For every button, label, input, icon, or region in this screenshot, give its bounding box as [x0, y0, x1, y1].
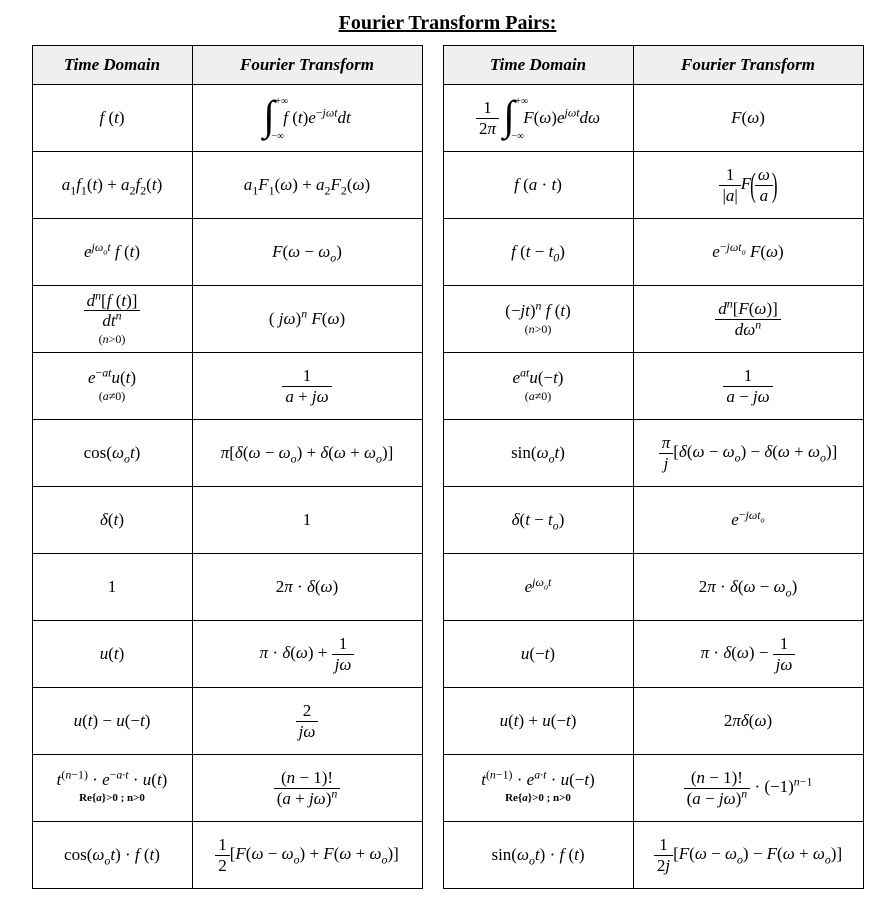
table-row: u(t) π · δ(ω) + 1jω: [32, 621, 422, 688]
cell-ft: a1F1(ω) + a2F2(ω): [192, 152, 422, 219]
cell-ft: e−jωto: [633, 487, 863, 554]
tables-wrap: Time Domain Fourier Transform f (t) +∞∫−…: [12, 45, 883, 889]
cell-time: f (t − t0): [443, 219, 633, 286]
cell-time: dn[f (t)]dtn (n>0): [32, 286, 192, 353]
table-row: cos(ωot) π[δ(ω − ωo) + δ(ω + ωo)]: [32, 420, 422, 487]
table-row: 1 2π · δ(ω): [32, 554, 422, 621]
cell-time: t(n−1) · ea·t · u(−t) Re{a}>0 ; n>0: [443, 755, 633, 822]
cell-ft: e−jωto F(ω): [633, 219, 863, 286]
cell-time: e−atu(t) (a≠0): [32, 353, 192, 420]
cell-ft: 2jω: [192, 688, 422, 755]
cell-time: 12π +∞∫−∞ F(ω)ejωtdω: [443, 85, 633, 152]
page-title: Fourier Transform Pairs:: [12, 12, 883, 35]
table-row: (−jt)n f (t) (n>0) dn[F(ω)]dωn: [443, 286, 863, 353]
table-row: e−atu(t) (a≠0) 1a + jω: [32, 353, 422, 420]
cell-ft: ( jω)n F(ω): [192, 286, 422, 353]
cell-time: sin(ωot): [443, 420, 633, 487]
table-row: u(−t) π · δ(ω) − 1jω: [443, 621, 863, 688]
cell-time: ejωot f (t): [32, 219, 192, 286]
cell-time: u(t) + u(−t): [443, 688, 633, 755]
col-ft: Fourier Transform: [192, 46, 422, 85]
cell-ft: 12j[F(ω − ωo) − F(ω + ωo)]: [633, 822, 863, 889]
cell-ft: F(ω): [633, 85, 863, 152]
cell-ft: 1a + jω: [192, 353, 422, 420]
cell-time: sin(ωot) · f (t): [443, 822, 633, 889]
cell-ft: 2πδ(ω): [633, 688, 863, 755]
right-table: Time Domain Fourier Transform 12π +∞∫−∞ …: [443, 45, 864, 889]
cell-ft: dn[F(ω)]dωn: [633, 286, 863, 353]
table-row: dn[f (t)]dtn (n>0) ( jω)n F(ω): [32, 286, 422, 353]
cell-time: f (t): [32, 85, 192, 152]
table-row: f (t − t0) e−jωto F(ω): [443, 219, 863, 286]
table-row: sin(ωot) πj[δ(ω − ωo) − δ(ω + ωo)]: [443, 420, 863, 487]
table-header-row: Time Domain Fourier Transform: [32, 46, 422, 85]
cell-ft: 1|a|F(ωa): [633, 152, 863, 219]
table-row: 12π +∞∫−∞ F(ω)ejωtdω F(ω): [443, 85, 863, 152]
cell-ft: F(ω − ωo): [192, 219, 422, 286]
col-time: Time Domain: [443, 46, 633, 85]
table-row: eatu(−t) (a≠0) 1a − jω: [443, 353, 863, 420]
cell-time: δ(t − to): [443, 487, 633, 554]
table-row: δ(t − to) e−jωto: [443, 487, 863, 554]
cell-ft: 2π · δ(ω − ωo): [633, 554, 863, 621]
table-row: t(n−1) · e−a·t · u(t) Re{a}>0 ; n>0 (n −…: [32, 755, 422, 822]
cell-time: a1f1(t) + a2f2(t): [32, 152, 192, 219]
table-header-row: Time Domain Fourier Transform: [443, 46, 863, 85]
cell-time: u(−t): [443, 621, 633, 688]
cell-time: (−jt)n f (t) (n>0): [443, 286, 633, 353]
cell-time: f (a · t): [443, 152, 633, 219]
cell-time: cos(ωot) · f (t): [32, 822, 192, 889]
cell-ft: 1: [192, 487, 422, 554]
table-row: f (a · t) 1|a|F(ωa): [443, 152, 863, 219]
table-row: u(t) − u(−t) 2jω: [32, 688, 422, 755]
cell-time: ejωot: [443, 554, 633, 621]
cell-time: u(t): [32, 621, 192, 688]
table-row: δ(t) 1: [32, 487, 422, 554]
cell-ft: 1a − jω: [633, 353, 863, 420]
table-row: sin(ωot) · f (t) 12j[F(ω − ωo) − F(ω + ω…: [443, 822, 863, 889]
cell-ft: 12[F(ω − ωo) + F(ω + ωo)]: [192, 822, 422, 889]
cell-time: 1: [32, 554, 192, 621]
cell-time: δ(t): [32, 487, 192, 554]
table-row: u(t) + u(−t) 2πδ(ω): [443, 688, 863, 755]
table-row: t(n−1) · ea·t · u(−t) Re{a}>0 ; n>0 (n −…: [443, 755, 863, 822]
cell-time: cos(ωot): [32, 420, 192, 487]
table-row: cos(ωot) · f (t) 12[F(ω − ωo) + F(ω + ωo…: [32, 822, 422, 889]
cell-time: u(t) − u(−t): [32, 688, 192, 755]
cell-ft: 2π · δ(ω): [192, 554, 422, 621]
cell-ft: π[δ(ω − ωo) + δ(ω + ωo)]: [192, 420, 422, 487]
cell-ft: (n − 1)!(a − jω)n · (−1)n−1: [633, 755, 863, 822]
cell-ft: πj[δ(ω − ωo) − δ(ω + ωo)]: [633, 420, 863, 487]
col-ft: Fourier Transform: [633, 46, 863, 85]
left-table: Time Domain Fourier Transform f (t) +∞∫−…: [32, 45, 423, 889]
table-row: ejωot f (t) F(ω − ωo): [32, 219, 422, 286]
table-row: ejωot 2π · δ(ω − ωo): [443, 554, 863, 621]
cell-ft: +∞∫−∞ f (t)e−jωtdt: [192, 85, 422, 152]
table-row: a1f1(t) + a2f2(t) a1F1(ω) + a2F2(ω): [32, 152, 422, 219]
col-time: Time Domain: [32, 46, 192, 85]
table-row: f (t) +∞∫−∞ f (t)e−jωtdt: [32, 85, 422, 152]
cell-ft: π · δ(ω) − 1jω: [633, 621, 863, 688]
cell-time: eatu(−t) (a≠0): [443, 353, 633, 420]
cell-ft: (n − 1)!(a + jω)n: [192, 755, 422, 822]
cell-time: t(n−1) · e−a·t · u(t) Re{a}>0 ; n>0: [32, 755, 192, 822]
cell-ft: π · δ(ω) + 1jω: [192, 621, 422, 688]
